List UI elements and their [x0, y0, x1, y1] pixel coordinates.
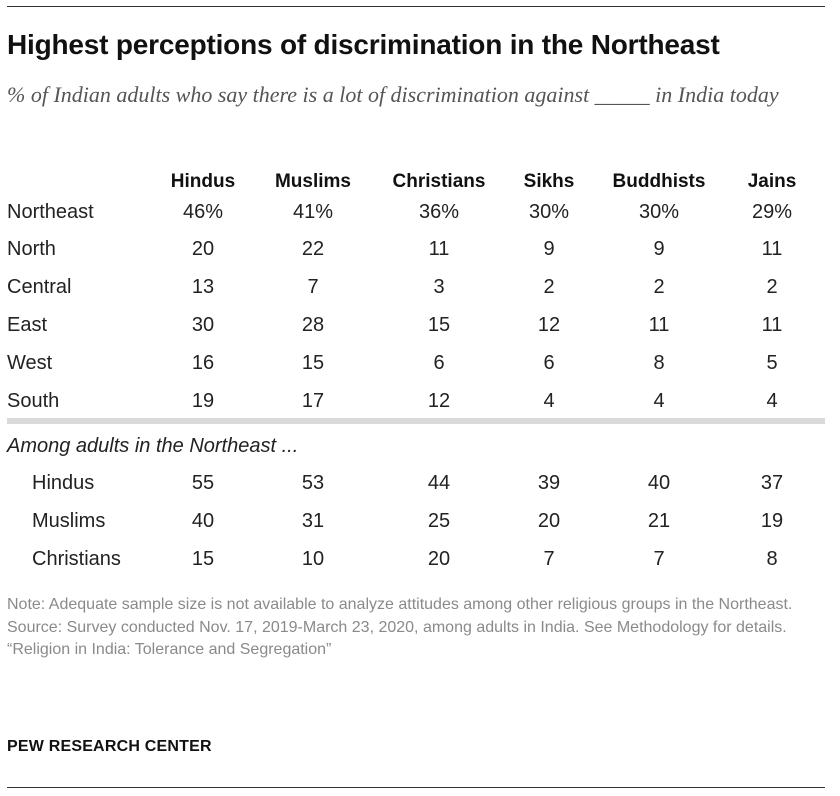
row-label-east: East: [7, 314, 48, 336]
table-cell: 16: [191, 352, 215, 374]
pew-logo-text: PEW RESEARCH CENTER: [7, 738, 212, 755]
table-cell: 11: [761, 314, 783, 336]
bottom-rule: [7, 787, 825, 788]
row-label-central: Central: [7, 276, 72, 298]
table-cell: 11: [428, 238, 450, 260]
table-cell: 15: [427, 314, 451, 336]
table-cell: 10: [301, 548, 325, 570]
column-header-sikhs: Sikhs: [523, 171, 575, 192]
column-header-muslims: Muslims: [274, 171, 352, 192]
table-cell: 53: [301, 472, 325, 494]
section-row-label-muslims: Muslims: [32, 510, 106, 532]
table-cell: 2: [653, 276, 665, 298]
table-cell: 25: [427, 510, 451, 532]
table-cell: 40: [191, 510, 215, 532]
table-cell: 7: [543, 548, 555, 570]
table-cell: 9: [653, 238, 665, 260]
section-row-label-christians: Christians: [32, 548, 121, 570]
table-cell: 19: [191, 390, 215, 412]
table-cell: 2: [543, 276, 555, 298]
table-cell: 30%: [638, 201, 680, 223]
table-cell: 55: [191, 472, 215, 494]
table-cell: 11: [648, 314, 670, 336]
column-header-buddhists: Buddhists: [612, 171, 706, 192]
table-cell: 30%: [528, 201, 570, 223]
section-divider: [7, 418, 825, 424]
table-cell: 6: [543, 352, 555, 374]
table-cell: 21: [647, 510, 671, 532]
table-cell: 20: [537, 510, 561, 532]
table-cell: 30: [191, 314, 215, 336]
row-label-south: South: [7, 390, 60, 412]
table-cell: 44: [427, 472, 451, 494]
table-cell: 2: [766, 276, 778, 298]
table-cell: 46%: [182, 201, 224, 223]
row-label-northeast: Northeast: [7, 201, 94, 223]
column-header-jains: Jains: [747, 171, 797, 192]
table-cell: 4: [766, 390, 778, 412]
row-label-north: North: [7, 238, 56, 260]
table-cell: 8: [766, 548, 778, 570]
table-cell: 15: [301, 352, 325, 374]
notes-block: Note: Adequate sample size is not availa…: [7, 594, 807, 662]
table-cell: 5: [766, 352, 778, 374]
column-header-hindus: Hindus: [170, 171, 236, 192]
table-cell: 28: [301, 314, 325, 336]
table-cell: 7: [653, 548, 665, 570]
table-cell: 36%: [418, 201, 460, 223]
table-cell: 15: [191, 548, 215, 570]
table-cell: 8: [653, 352, 665, 374]
top-rule: [7, 6, 825, 7]
table-cell: 37: [760, 472, 784, 494]
table-cell: 40: [647, 472, 671, 494]
source-text: Source: Survey conducted Nov. 17, 2019-M…: [7, 618, 787, 636]
section-label: Among adults in the Northeast ...: [7, 435, 299, 457]
table-cell: 41%: [292, 201, 334, 223]
table-cell: 29%: [751, 201, 793, 223]
table-cell: 31: [301, 510, 325, 532]
report-title: “Religion in India: Tolerance and Segreg…: [7, 641, 332, 658]
column-header-christians: Christians: [392, 171, 486, 192]
table-cell: 3: [433, 276, 445, 298]
table-cell: 7: [307, 276, 319, 298]
table-cell: 22: [301, 238, 325, 260]
table-cell: 12: [427, 390, 451, 412]
table-cell: 12: [537, 314, 561, 336]
table-cell: 9: [543, 238, 555, 260]
row-label-west: West: [7, 352, 53, 374]
table-cell: 13: [191, 276, 215, 298]
chart-subtitle: % of Indian adults who say there is a lo…: [7, 82, 779, 107]
data-table: Hindus Muslims Christians Sikhs Buddhists Jai…: [7, 171, 797, 570]
table-cell: 6: [433, 352, 445, 374]
table-cell: 39: [537, 472, 561, 494]
table-cell: 4: [653, 390, 665, 412]
chart-title: Highest perceptions of discrimination in…: [7, 29, 720, 60]
section-row-label-hindus: Hindus: [32, 472, 95, 494]
table-cell: 11: [761, 238, 783, 260]
table-cell: 20: [191, 238, 215, 260]
table-cell: 20: [427, 548, 451, 570]
table-cell: 4: [543, 390, 555, 412]
table-cell: 19: [760, 510, 784, 532]
note-text: Note: Adequate sample size is not availa…: [7, 596, 793, 613]
table-cell: 17: [301, 390, 325, 412]
